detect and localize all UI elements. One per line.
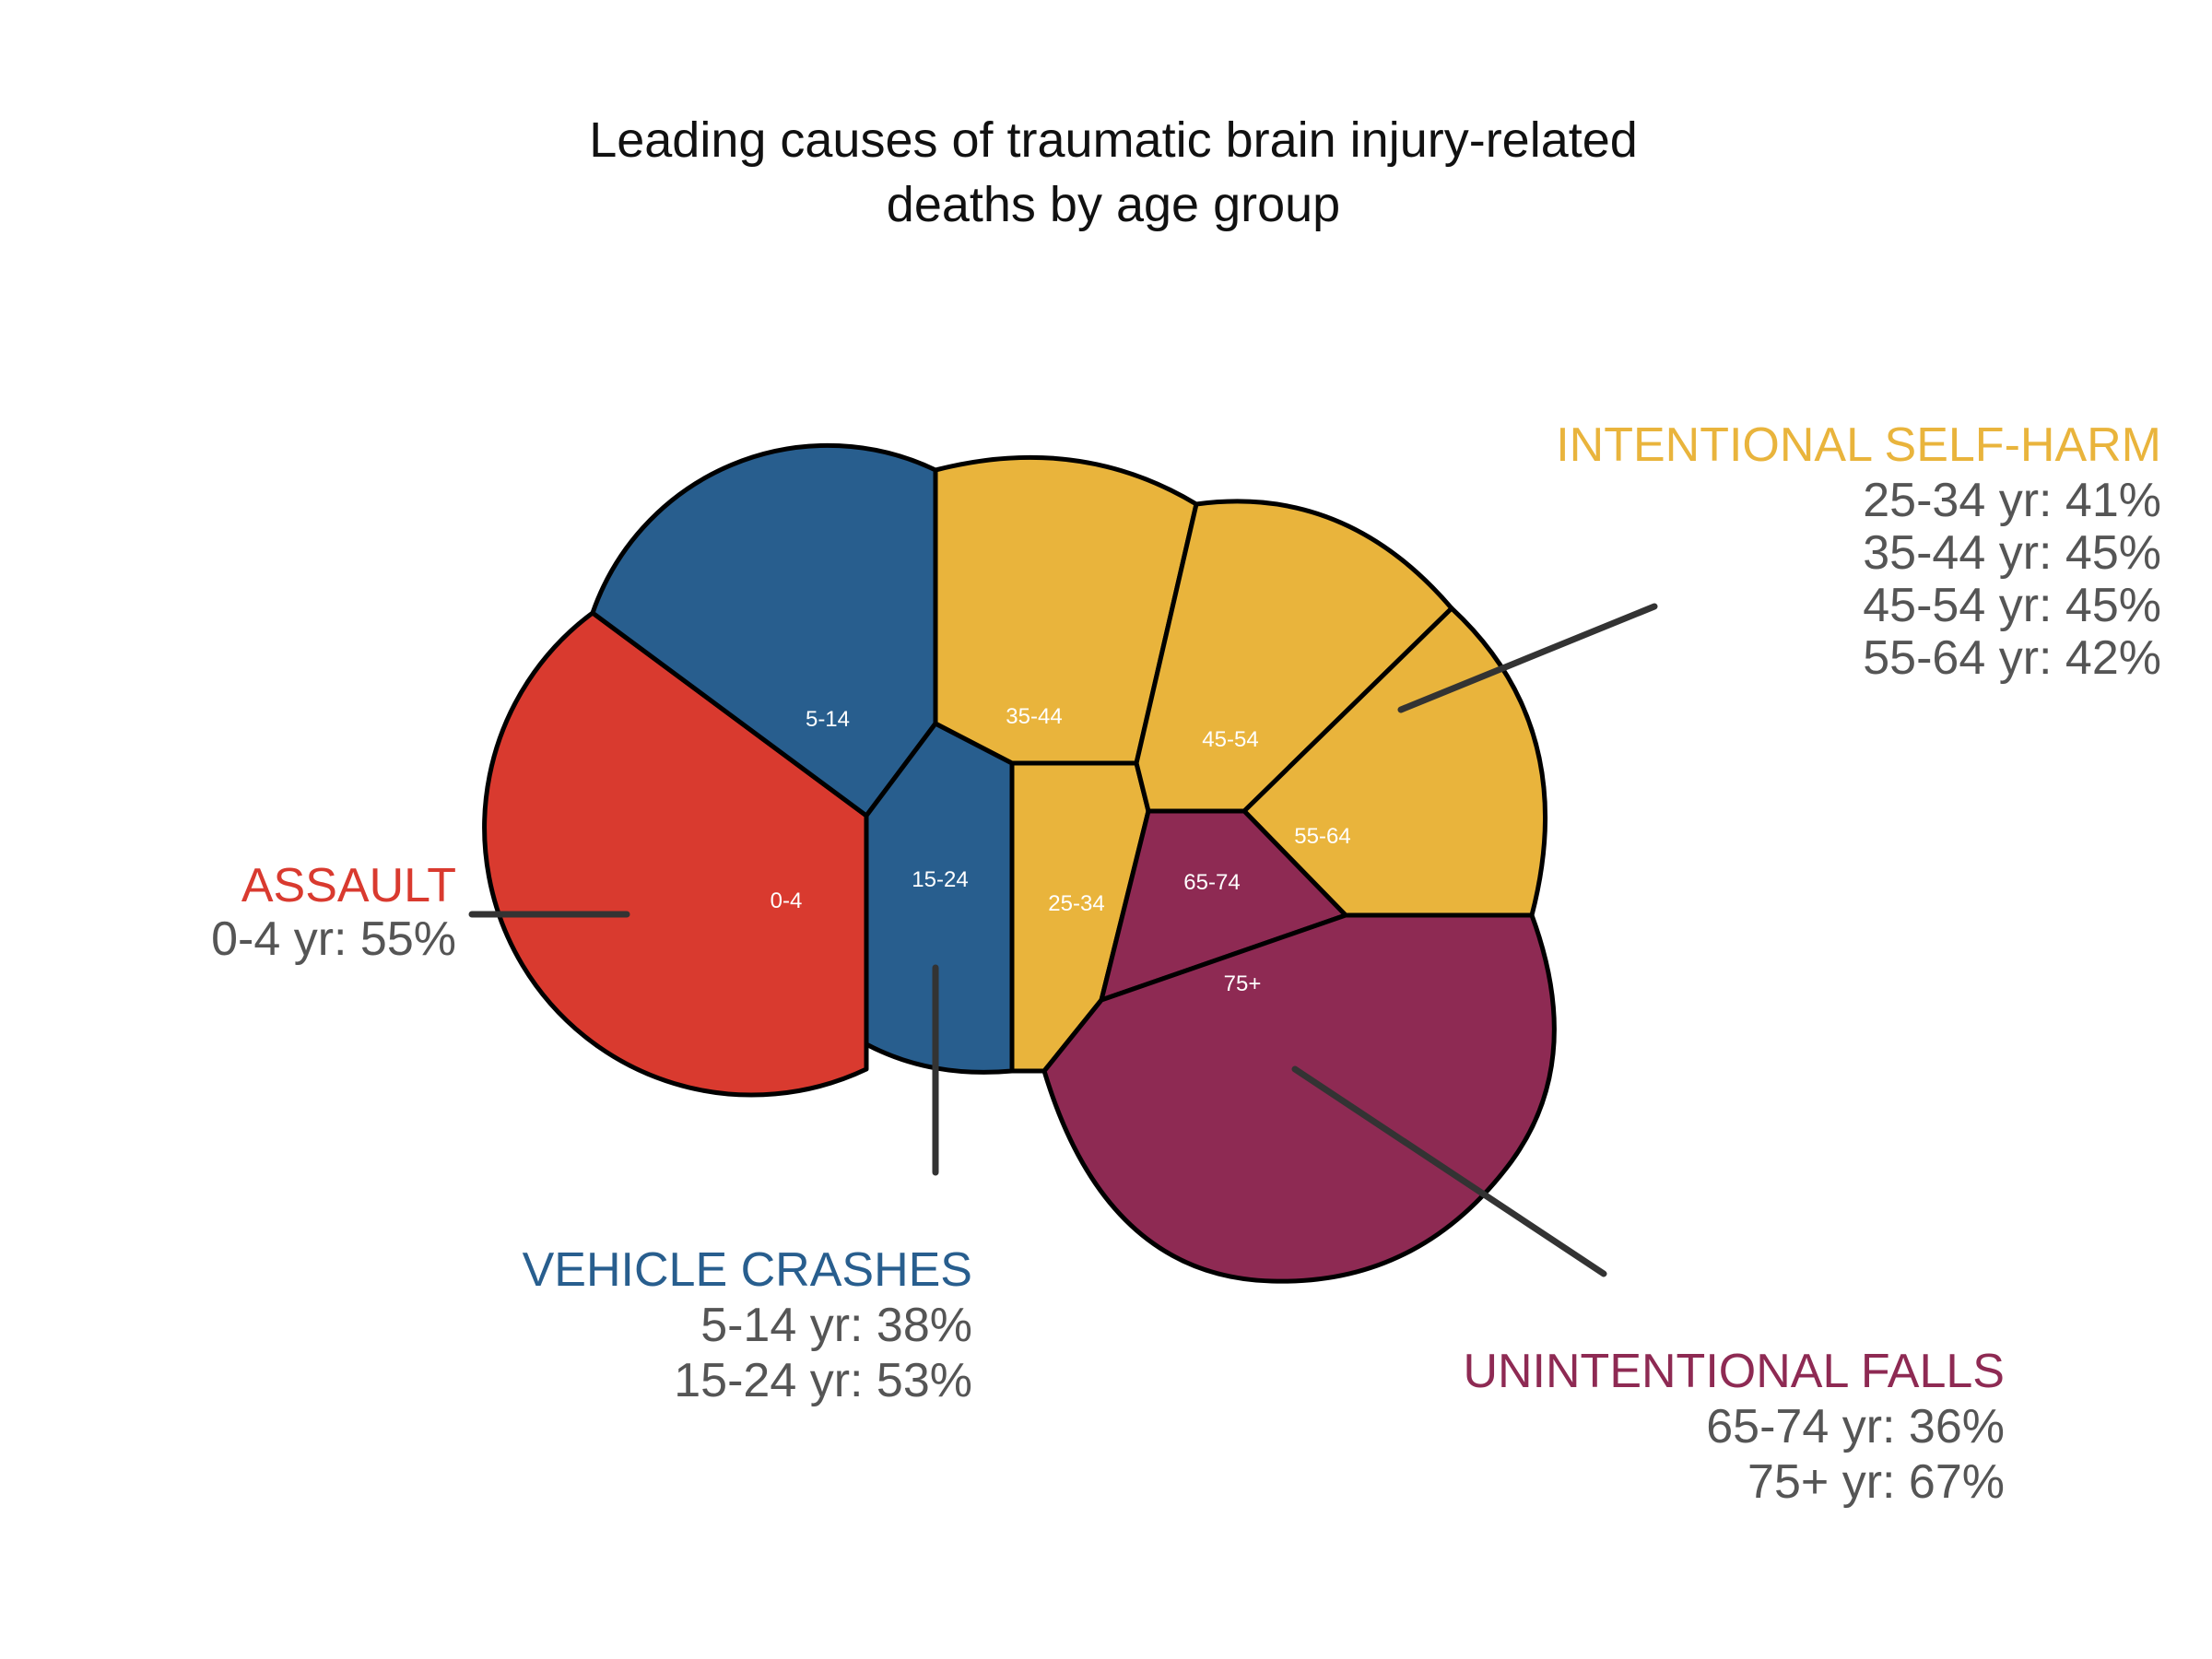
annotation-self-harm: INTENTIONAL SELF-HARM 25-34 yr: 41% 35-4… (1556, 418, 2161, 685)
segment-label-0-4: 0-4 (771, 888, 803, 913)
cause-name-vehicle-crashes: VEHICLE CRASHES (523, 1243, 972, 1297)
segment-75-plus (1041, 912, 1557, 1284)
segment-label-45-54: 45-54 (1202, 727, 1258, 752)
stat-35-44: 35-44 yr: 45% (1863, 526, 2161, 580)
cause-name-assault: ASSAULT (241, 859, 456, 912)
segment-0-4 (482, 610, 869, 1098)
annotation-assault: ASSAULT 0-4 yr: 55% (211, 859, 456, 966)
segment-label-35-44: 35-44 (1006, 704, 1062, 729)
segment-label-65-74: 65-74 (1183, 870, 1240, 895)
segment-5-14 (590, 442, 938, 818)
stat-65-74: 65-74 yr: 36% (1706, 1400, 2005, 1453)
cause-name-self-harm: INTENTIONAL SELF-HARM (1556, 418, 2161, 472)
segment-label-25-34: 25-34 (1048, 891, 1104, 916)
chart-title-line-1: Leading causes of traumatic brain injury… (589, 112, 1638, 168)
annotation-vehicle-crashes: VEHICLE CRASHES 5-14 yr: 38% 15-24 yr: 5… (523, 1243, 972, 1407)
leader-lines (468, 603, 1658, 1277)
stat-75-plus: 75+ yr: 67% (1747, 1455, 2005, 1509)
segment-label-5-14: 5-14 (806, 707, 850, 732)
stat-15-24: 15-24 yr: 53% (674, 1354, 972, 1407)
stat-55-64: 55-64 yr: 42% (1863, 631, 2161, 685)
leader-line-falls (1291, 1065, 1607, 1277)
stat-45-54: 45-54 yr: 45% (1863, 579, 2161, 632)
segment-label-15-24: 15-24 (912, 867, 968, 892)
annotation-unintentional-falls: UNINTENTIONAL FALLS 65-74 yr: 36% 75+ yr… (1463, 1345, 2005, 1509)
brain-segments (482, 442, 1557, 1284)
stat-0-4: 0-4 yr: 55% (211, 912, 456, 966)
stat-5-14: 5-14 yr: 38% (700, 1299, 972, 1352)
segment-label-75-plus: 75+ (1224, 971, 1262, 996)
segment-labels: 0-4 5-14 15-24 25-34 35-44 45-54 55-64 6… (771, 704, 1351, 996)
leader-line-self-harm (1397, 603, 1658, 713)
stat-25-34: 25-34 yr: 41% (1863, 474, 2161, 527)
chart-title-line-2: deaths by age group (887, 177, 1340, 232)
cause-name-unintentional-falls: UNINTENTIONAL FALLS (1463, 1345, 2005, 1398)
segment-label-55-64: 55-64 (1294, 824, 1350, 849)
